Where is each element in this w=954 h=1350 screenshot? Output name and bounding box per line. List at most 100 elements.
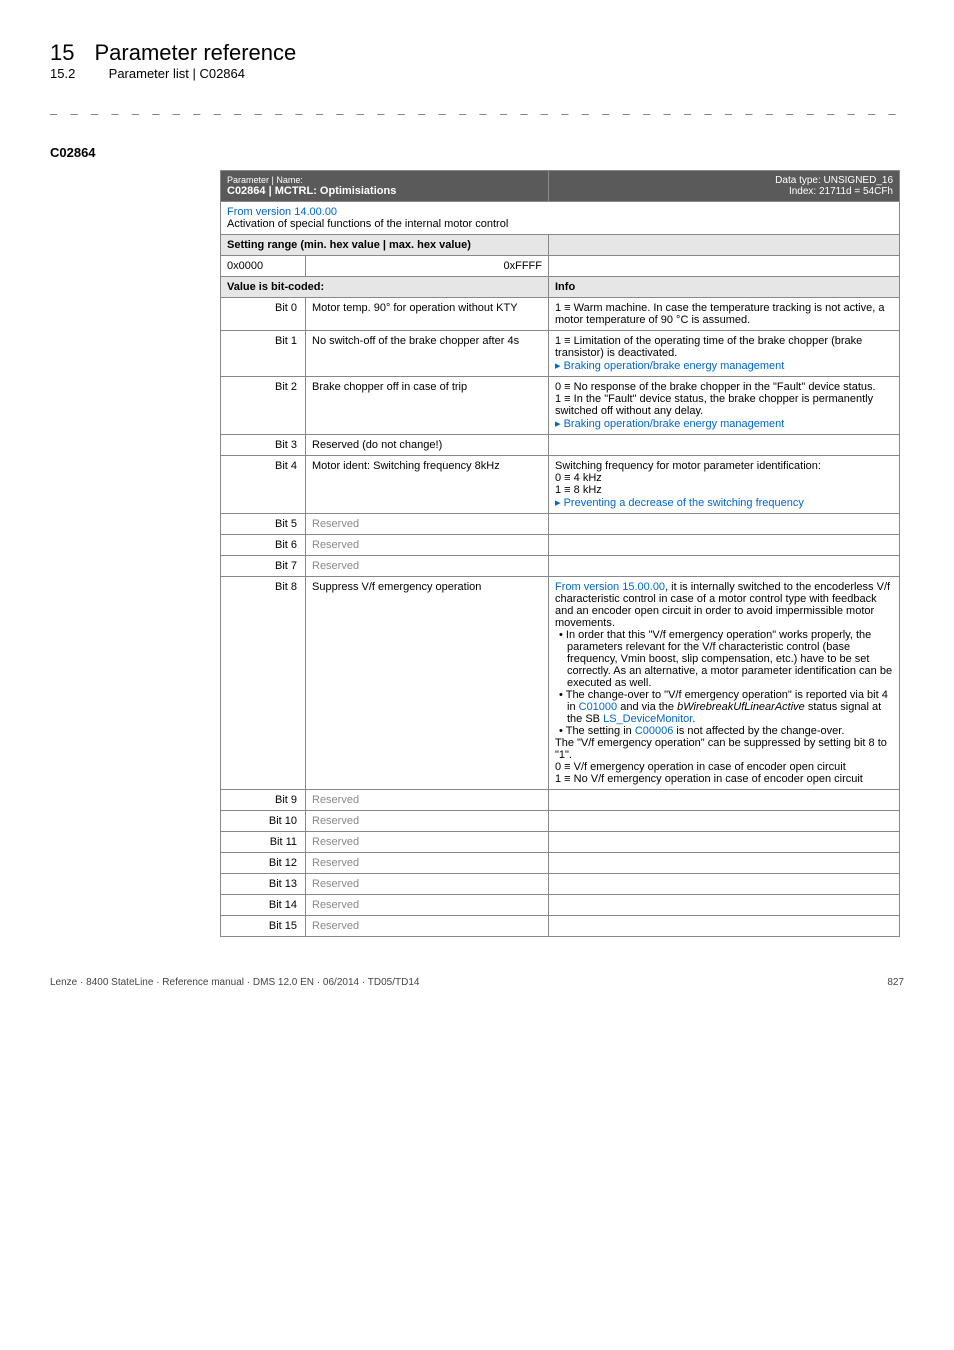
bitcoded-label: Value is bit-coded:: [221, 277, 549, 298]
bit-number: Bit 4: [221, 456, 306, 514]
param-link[interactable]: C00006: [635, 725, 674, 737]
header-type-cell: Data type: UNSIGNED_16 Index: 21711d = 5…: [549, 171, 900, 202]
bit-desc: Reserved: [306, 853, 549, 874]
chapter-title: Parameter reference: [95, 40, 297, 65]
info-text: 0 ≡ No response of the brake chopper in …: [555, 381, 876, 393]
bit-number: Bit 13: [221, 874, 306, 895]
setting-range-row: Setting range (min. hex value | max. hex…: [221, 235, 900, 256]
bit-info: [549, 514, 900, 535]
info-text: 0 ≡ V/f emergency operation in case of e…: [555, 761, 893, 773]
bitcoded-header-row: Value is bit-coded: Info: [221, 277, 900, 298]
bit-row: Bit 14 Reserved: [221, 895, 900, 916]
param-link[interactable]: C01000: [579, 701, 618, 713]
bit-info: [549, 853, 900, 874]
bit-desc: Suppress V/f emergency operation: [306, 577, 549, 790]
bit-number: Bit 12: [221, 853, 306, 874]
bit-info: [549, 895, 900, 916]
setting-range-text: Setting range (min. hex value | max. hex…: [227, 239, 471, 251]
version-row: From version 14.00.00 Activation of spec…: [221, 202, 900, 235]
bit-info: [549, 874, 900, 895]
bit-row: Bit 5 Reserved: [221, 514, 900, 535]
bit-info: [549, 790, 900, 811]
version-link[interactable]: From version 15.00.00: [555, 581, 665, 593]
bit-number: Bit 1: [221, 331, 306, 377]
bit-desc: Reserved (do not change!): [306, 435, 549, 456]
bit-info: [549, 916, 900, 937]
bit-desc: Reserved: [306, 895, 549, 916]
info-link[interactable]: Braking operation/brake energy managemen…: [564, 360, 785, 372]
bit-desc: Motor temp. 90° for operation without KT…: [306, 298, 549, 331]
footer-left: Lenze · 8400 StateLine · Reference manua…: [50, 977, 419, 988]
info-text: .: [692, 713, 695, 725]
info-link[interactable]: Preventing a decrease of the switching f…: [564, 497, 804, 509]
section-title: Parameter list | C02864: [109, 66, 245, 81]
bit-row: Bit 8 Suppress V/f emergency operation F…: [221, 577, 900, 790]
bit-info: [549, 556, 900, 577]
table-header-row: Parameter | Name: C02864 | MCTRL: Optimi…: [221, 171, 900, 202]
parameter-code-label: C02864: [50, 145, 904, 160]
bit-row: Bit 10 Reserved: [221, 811, 900, 832]
info-text: and via the: [617, 701, 677, 713]
index-value: Index: 21711d = 54CFh: [555, 186, 893, 197]
activation-note: Activation of special functions of the i…: [227, 218, 508, 230]
info-text: 1 ≡ 8 kHz: [555, 484, 602, 496]
version-link[interactable]: From version 14.00.00: [227, 206, 337, 218]
header-name-cell: Parameter | Name: C02864 | MCTRL: Optimi…: [221, 171, 549, 202]
parameter-table: Parameter | Name: C02864 | MCTRL: Optimi…: [220, 170, 900, 937]
bit-number: Bit 8: [221, 577, 306, 790]
page-number: 827: [887, 977, 904, 988]
bit-number: Bit 10: [221, 811, 306, 832]
bit-info: [549, 435, 900, 456]
bit-number: Bit 11: [221, 832, 306, 853]
bit-number: Bit 15: [221, 916, 306, 937]
divider: _ _ _ _ _ _ _ _ _ _ _ _ _ _ _ _ _ _ _ _ …: [50, 101, 904, 115]
param-name: C02864 | MCTRL: Optimisiations: [227, 185, 542, 197]
bullet-item: • The change-over to "V/f emergency oper…: [555, 689, 893, 725]
bit-info: From version 15.00.00, it is internally …: [549, 577, 900, 790]
bit-row: Bit 2 Brake chopper off in case of trip …: [221, 377, 900, 435]
bit-desc: Reserved: [306, 811, 549, 832]
bit-desc: Reserved: [306, 535, 549, 556]
info-text: bWirebreakUfLinearActive: [677, 701, 805, 713]
bit-number: Bit 6: [221, 535, 306, 556]
bit-desc: Brake chopper off in case of trip: [306, 377, 549, 435]
bit-row: Bit 1 No switch-off of the brake chopper…: [221, 331, 900, 377]
bit-desc: Reserved: [306, 832, 549, 853]
bit-info: [549, 832, 900, 853]
bit-number: Bit 3: [221, 435, 306, 456]
bit-number: Bit 0: [221, 298, 306, 331]
section-number: 15.2: [50, 66, 75, 81]
info-text: 0 ≡ 4 kHz: [555, 472, 602, 484]
bit-number: Bit 14: [221, 895, 306, 916]
bit-row: Bit 6 Reserved: [221, 535, 900, 556]
info-text: is not affected by the change-over.: [673, 725, 844, 737]
info-text: Switching frequency for motor parameter …: [555, 460, 821, 472]
bit-info: 1 ≡ Limitation of the operating time of …: [549, 331, 900, 377]
bit-info: [549, 811, 900, 832]
page-footer: Lenze · 8400 StateLine · Reference manua…: [50, 977, 904, 988]
bit-desc: Reserved: [306, 874, 549, 895]
info-link[interactable]: Braking operation/brake energy managemen…: [564, 418, 785, 430]
info-text: 1 ≡ Limitation of the operating time of …: [555, 335, 862, 359]
setting-range-label: Setting range (min. hex value | max. hex…: [221, 235, 549, 256]
info-text: The setting in: [566, 725, 635, 737]
bit-row: Bit 13 Reserved: [221, 874, 900, 895]
bit-row: Bit 9 Reserved: [221, 790, 900, 811]
hex-range-row: 0x0000 0xFFFF: [221, 256, 900, 277]
info-text: In order that this "V/f emergency operat…: [566, 629, 892, 689]
min-hex: 0x0000: [221, 256, 306, 277]
data-type: Data type: UNSIGNED_16: [555, 175, 893, 186]
max-hex: 0xFFFF: [306, 256, 549, 277]
param-link[interactable]: LS_DeviceMonitor: [603, 713, 692, 725]
bullet-item: • The setting in C00006 is not affected …: [555, 725, 893, 737]
bit-info: 1 ≡ Warm machine. In case the temperatur…: [549, 298, 900, 331]
chapter-number: 15: [50, 40, 74, 65]
bit-number: Bit 5: [221, 514, 306, 535]
bit-desc: No switch-off of the brake chopper after…: [306, 331, 549, 377]
info-text: 1 ≡ No V/f emergency operation in case o…: [555, 773, 893, 785]
bit-number: Bit 7: [221, 556, 306, 577]
bit-info: Switching frequency for motor parameter …: [549, 456, 900, 514]
bit-row: Bit 3 Reserved (do not change!): [221, 435, 900, 456]
bit-desc: Reserved: [306, 916, 549, 937]
bit-row: Bit 7 Reserved: [221, 556, 900, 577]
